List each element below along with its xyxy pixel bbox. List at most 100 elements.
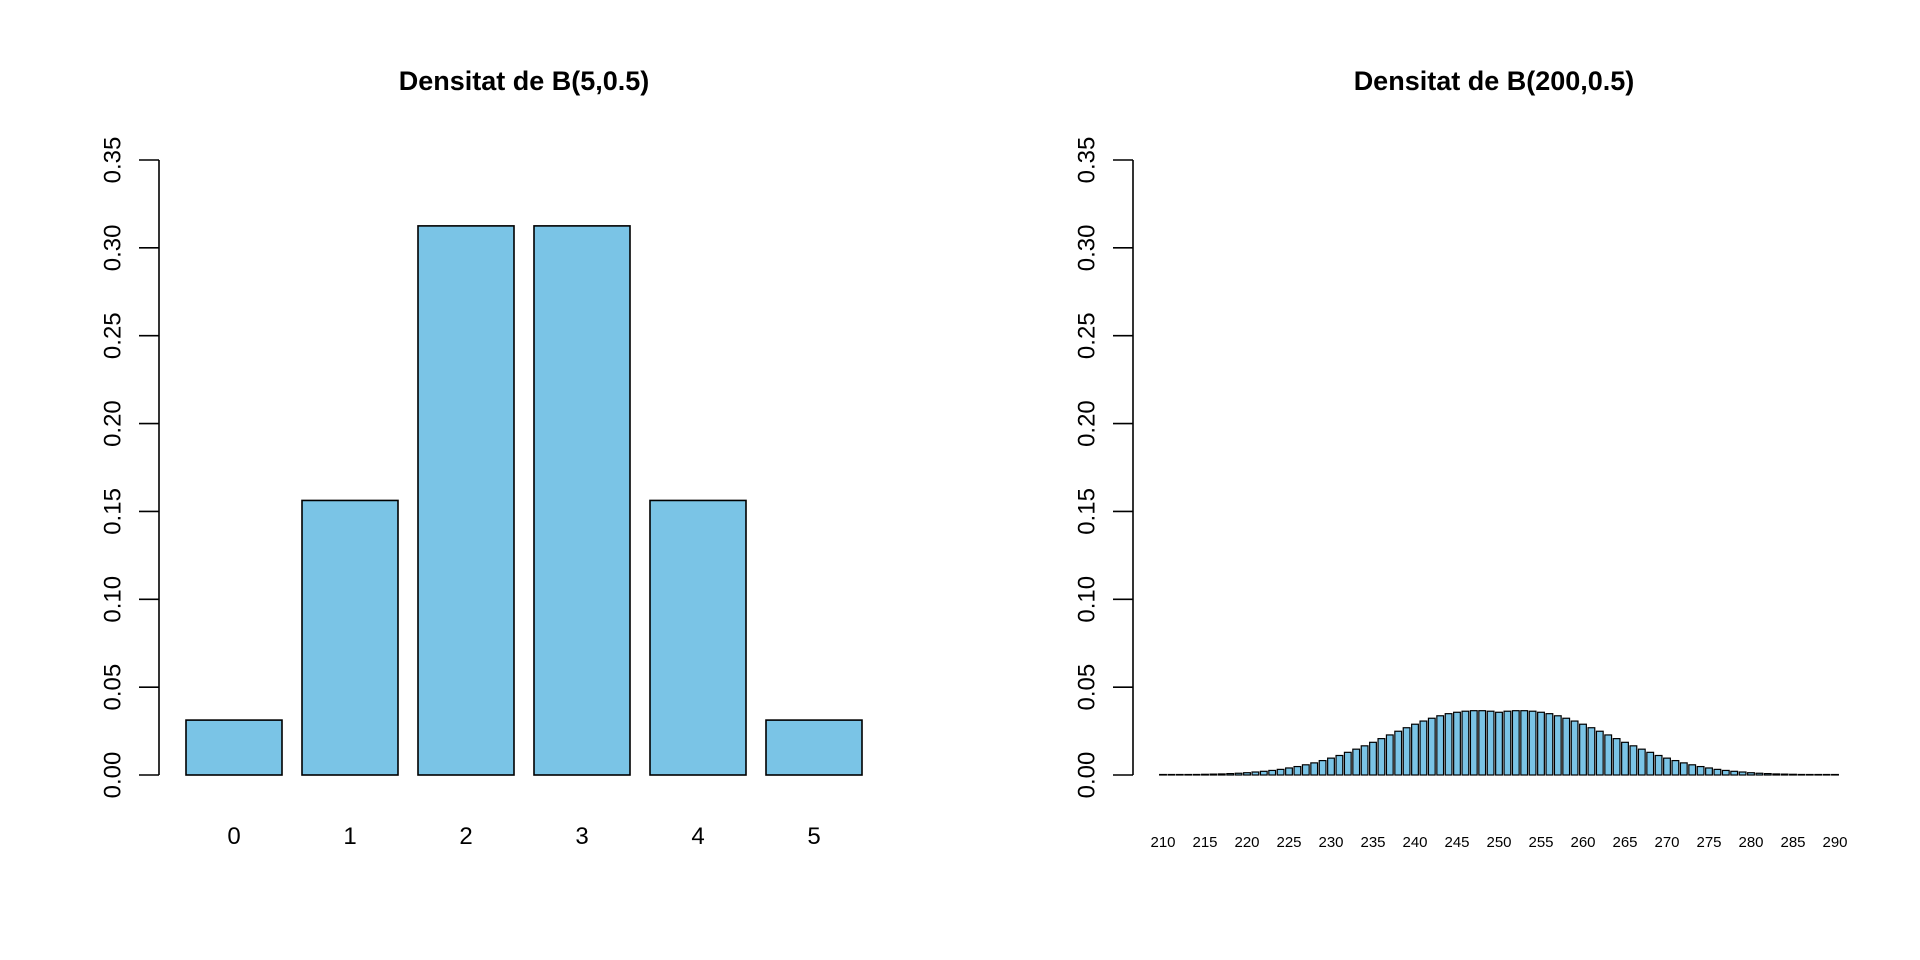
x-tick-label: 285 bbox=[1780, 834, 1805, 851]
bar-214 bbox=[1192, 773, 1201, 776]
bar-285 bbox=[1789, 773, 1797, 776]
x-tick-label: 5 bbox=[807, 823, 820, 850]
bar-274 bbox=[1696, 765, 1705, 776]
bar-228 bbox=[1310, 762, 1319, 776]
bar-211 bbox=[1167, 773, 1176, 776]
bar-270 bbox=[1663, 757, 1671, 776]
y-tick-label: 0.35 bbox=[100, 137, 127, 184]
bars bbox=[1159, 710, 1839, 776]
bar-278 bbox=[1730, 770, 1739, 776]
x-tick-label: 210 bbox=[1150, 834, 1175, 851]
bar-220 bbox=[1243, 772, 1251, 776]
bar-222 bbox=[1259, 770, 1268, 776]
bar-259 bbox=[1570, 720, 1579, 776]
bar-230 bbox=[1327, 757, 1335, 776]
y-tick-label: 0.00 bbox=[100, 752, 127, 799]
bar-280 bbox=[1747, 772, 1755, 776]
x-tick-label: 260 bbox=[1570, 834, 1595, 851]
x-tick-labels: 0 1 2 3 4 5 bbox=[227, 823, 820, 850]
bar-216 bbox=[1209, 773, 1218, 776]
bar-232 bbox=[1343, 751, 1352, 776]
bar-221 bbox=[1251, 771, 1260, 776]
bar-229 bbox=[1318, 759, 1327, 776]
bar-0 bbox=[185, 719, 283, 776]
bar-5 bbox=[765, 719, 863, 776]
y-tick-label: 0.15 bbox=[1074, 488, 1101, 535]
x-tick-label: 235 bbox=[1360, 834, 1385, 851]
bar-239 bbox=[1402, 727, 1411, 776]
bar-227 bbox=[1301, 764, 1310, 776]
x-tick-label: 270 bbox=[1654, 834, 1679, 851]
x-tick-label: 4 bbox=[691, 823, 704, 850]
y-tick-label: 0.05 bbox=[100, 664, 127, 711]
bar-260 bbox=[1579, 723, 1587, 776]
x-tick-label: 255 bbox=[1528, 834, 1553, 851]
bar-283 bbox=[1772, 773, 1781, 776]
y-tick-label: 0.20 bbox=[1074, 400, 1101, 447]
bar-215 bbox=[1201, 773, 1209, 776]
x-tick-label: 230 bbox=[1318, 834, 1343, 851]
bar-231 bbox=[1335, 754, 1344, 776]
bar-242 bbox=[1427, 717, 1436, 776]
bar-217 bbox=[1217, 773, 1226, 776]
bar-267 bbox=[1637, 748, 1646, 776]
y-tick-label: 0.10 bbox=[1074, 576, 1101, 623]
x-tick-labels: 210 215 220 225 230 235 240 245 250 255 260 265 270 2… bbox=[1150, 834, 1847, 851]
chart-right-binomial-200: Densitat de B(200,0.5) 0.000.050.100.150… bbox=[1074, 66, 1848, 851]
x-tick-label: 280 bbox=[1738, 834, 1763, 851]
bar-213 bbox=[1184, 773, 1193, 776]
bar-284 bbox=[1780, 773, 1789, 776]
x-tick-label: 250 bbox=[1486, 834, 1511, 851]
bar-241 bbox=[1419, 720, 1428, 776]
bar-219 bbox=[1234, 772, 1243, 776]
x-tick-label: 3 bbox=[575, 823, 588, 850]
y-tick-label: 0.30 bbox=[100, 224, 127, 271]
bar-234 bbox=[1360, 745, 1369, 776]
bar-269 bbox=[1654, 754, 1663, 776]
bar-272 bbox=[1679, 762, 1688, 776]
x-tick-label: 290 bbox=[1822, 834, 1847, 851]
bar-252 bbox=[1511, 710, 1520, 776]
bar-223 bbox=[1268, 769, 1277, 776]
bar-289 bbox=[1822, 773, 1831, 776]
bar-281 bbox=[1755, 772, 1764, 776]
y-tick-label: 0.30 bbox=[1074, 224, 1101, 271]
bar-282 bbox=[1763, 772, 1772, 776]
x-tick-label: 265 bbox=[1612, 834, 1637, 851]
y-tick-label: 0.15 bbox=[100, 488, 127, 535]
x-tick-label: 240 bbox=[1402, 834, 1427, 851]
y-axis: 0.00 0.05 0.10 0.15 0.20 0.25 0.30 0.35 bbox=[100, 137, 160, 799]
y-tick-label: 0.25 bbox=[100, 312, 127, 359]
bar-1 bbox=[301, 499, 399, 776]
bar-212 bbox=[1175, 773, 1184, 776]
bar-255 bbox=[1537, 711, 1545, 776]
bar-263 bbox=[1604, 734, 1613, 776]
y-tick-label: 0.20 bbox=[100, 400, 127, 447]
bar-245 bbox=[1453, 711, 1461, 776]
y-tick-label: 0.25 bbox=[1074, 312, 1101, 359]
bar-261 bbox=[1587, 727, 1596, 776]
bar-224 bbox=[1276, 768, 1285, 776]
x-tick-label: 245 bbox=[1444, 834, 1469, 851]
bar-247 bbox=[1469, 710, 1478, 776]
y-tick-label: 0.05 bbox=[1074, 664, 1101, 711]
chart-left-binomial-5: Densitat de B(5,0.5) 0.00 0.05 0.10 0.15 0.2… bbox=[100, 66, 863, 850]
x-tick-label: 275 bbox=[1696, 834, 1721, 851]
bar-271 bbox=[1671, 759, 1680, 776]
bar-275 bbox=[1705, 767, 1713, 776]
bar-240 bbox=[1411, 723, 1419, 776]
x-tick-label: 2 bbox=[459, 823, 472, 850]
bar-218 bbox=[1226, 772, 1235, 776]
bar-290 bbox=[1831, 773, 1839, 776]
bar-250 bbox=[1495, 711, 1503, 776]
bar-243 bbox=[1436, 715, 1445, 776]
x-tick-label: 0 bbox=[227, 823, 240, 850]
bar-233 bbox=[1352, 748, 1361, 776]
bar-264 bbox=[1612, 738, 1621, 776]
bar-226 bbox=[1293, 765, 1302, 776]
bar-262 bbox=[1595, 730, 1604, 776]
bar-238 bbox=[1394, 730, 1403, 776]
bar-279 bbox=[1738, 771, 1747, 776]
bar-266 bbox=[1629, 745, 1638, 776]
bar-256 bbox=[1545, 713, 1554, 776]
